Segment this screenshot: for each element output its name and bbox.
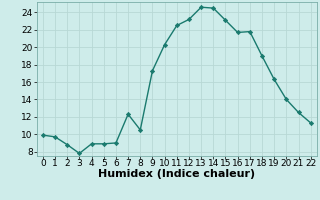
X-axis label: Humidex (Indice chaleur): Humidex (Indice chaleur) xyxy=(98,169,255,179)
